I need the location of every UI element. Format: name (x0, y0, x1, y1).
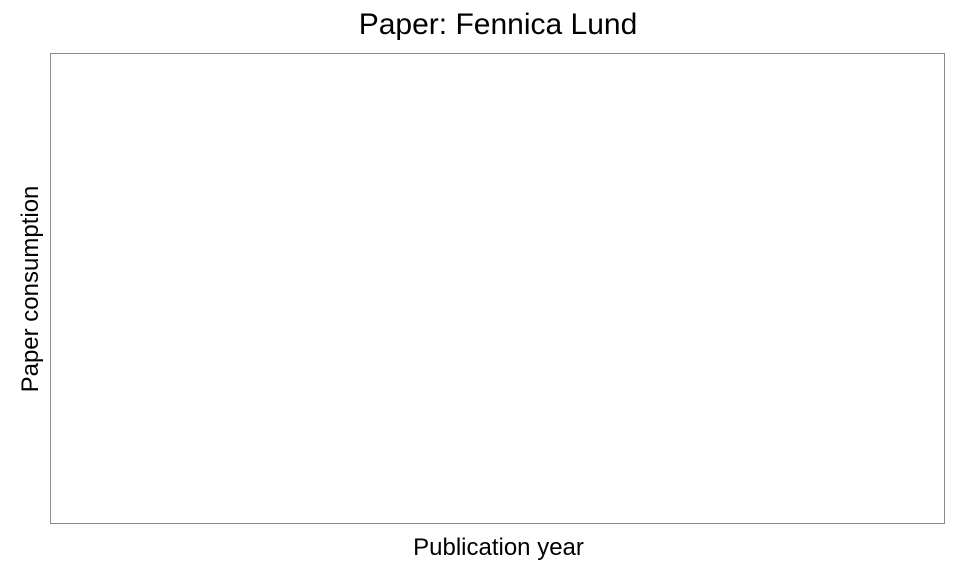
x-axis-label: Publication year (413, 534, 584, 561)
chart-title: Paper: Fennica Lund (358, 8, 638, 41)
y-axis-label: Paper consumption (17, 185, 44, 393)
plot-panel (50, 53, 945, 524)
